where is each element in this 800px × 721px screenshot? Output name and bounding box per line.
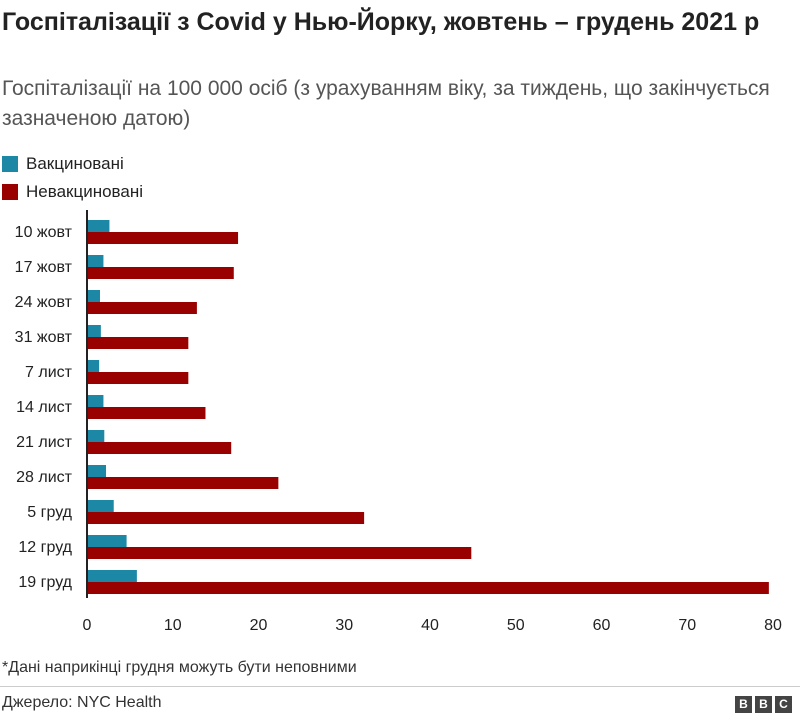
source-note: Джерело: NYC Health [2,694,161,712]
bar-unvaccinated [88,267,234,279]
category-label: 10 жовт [15,224,73,241]
legend-label-unvaccinated: Невакциновані [26,182,143,202]
chart-title: Госпіталізації з Covid у Нью-Йорку, жовт… [2,6,792,39]
bar-unvaccinated [88,442,231,454]
bar-vaccinated [88,395,103,407]
legend-swatch-unvaccinated [2,184,18,200]
bar-vaccinated [88,430,104,442]
legend: Вакциновані Невакциновані [2,150,143,206]
category-label: 12 груд [18,539,72,556]
footer-divider [0,686,800,687]
category-label: 31 жовт [15,329,73,346]
x-tick-label: 20 [250,617,268,634]
bar-unvaccinated [88,547,471,559]
category-label: 17 жовт [15,259,73,276]
bar-chart: 10 жовт 17 жовт 24 жовт 31 жовт 7 лист 14 лис… [0,210,800,650]
bar-unvaccinated [88,477,278,489]
bbc-logo-letter: C [775,696,792,713]
bar-unvaccinated [88,512,364,524]
category-label: 7 лист [25,364,73,381]
category-label: 5 груд [27,504,72,521]
bar-unvaccinated [88,337,188,349]
category-label: 28 лист [16,469,73,486]
footnote: *Дані наприкінці грудня можуть бути непо… [2,659,357,677]
x-tick-label: 80 [764,617,782,634]
x-tick-label: 30 [335,617,353,634]
bar-unvaccinated [88,407,205,419]
bar-vaccinated [88,290,100,302]
x-tick-label: 40 [421,617,439,634]
category-label: 19 груд [18,574,72,591]
x-tick-label: 0 [83,617,92,634]
legend-swatch-vaccinated [2,156,18,172]
legend-item-unvaccinated: Невакциновані [2,178,143,206]
bbc-logo: B B C [735,696,792,713]
bar-unvaccinated [88,232,238,244]
chart-subtitle: Госпіталізації на 100 000 осіб (з урахув… [2,74,792,134]
bar-vaccinated [88,465,106,477]
bar-vaccinated [88,255,103,267]
bar-vaccinated [88,325,101,337]
x-tick-label: 10 [164,617,182,634]
x-tick-label: 60 [593,617,611,634]
bar-vaccinated [88,360,99,372]
bar-vaccinated [88,535,127,547]
bar-vaccinated [88,570,137,582]
bar-unvaccinated [88,372,188,384]
bar-vaccinated [88,220,109,232]
category-label: 14 лист [16,399,73,416]
bar-unvaccinated [88,582,769,594]
x-tick-label: 50 [507,617,525,634]
legend-label-vaccinated: Вакциновані [26,154,124,174]
x-tick-label: 70 [678,617,696,634]
category-label: 21 лист [16,434,73,451]
category-label: 24 жовт [15,294,73,311]
legend-item-vaccinated: Вакциновані [2,150,143,178]
bar-vaccinated [88,500,114,512]
bbc-logo-letter: B [755,696,772,713]
bbc-logo-letter: B [735,696,752,713]
bar-unvaccinated [88,302,197,314]
